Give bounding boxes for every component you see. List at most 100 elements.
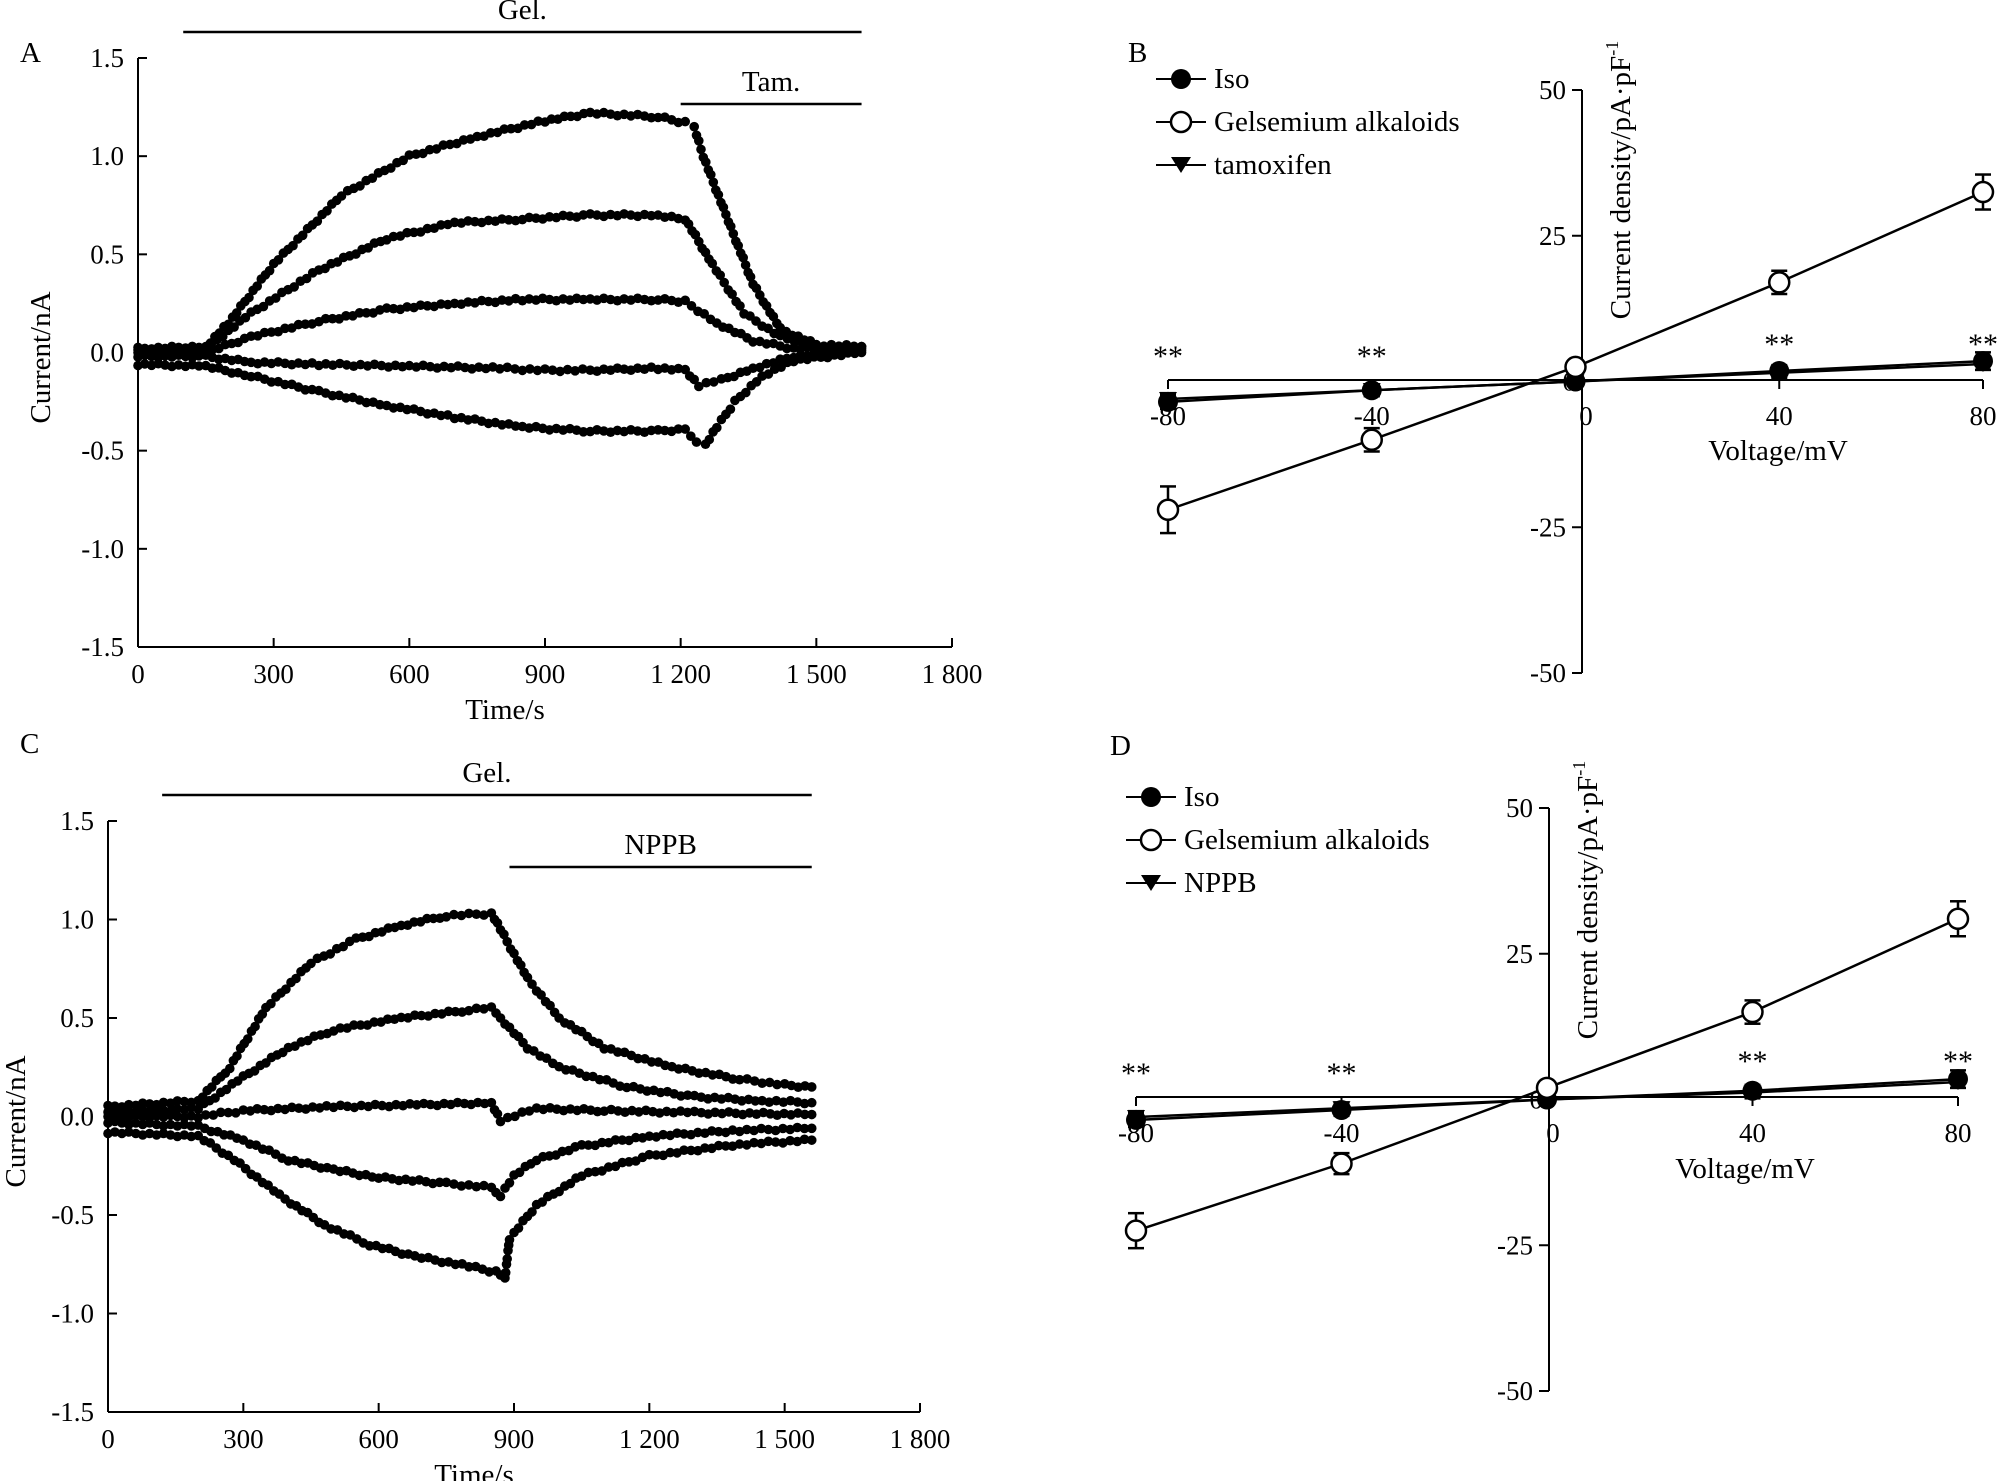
- trace-point: [158, 1097, 169, 1108]
- trace-point: [300, 319, 311, 330]
- trace-point: [502, 1254, 512, 1264]
- x-tick-label: 0: [131, 659, 145, 689]
- trace-point: [757, 1078, 767, 1088]
- trace-point: [545, 1000, 555, 1011]
- x-axis-label: Voltage/mV: [1675, 1153, 1815, 1185]
- trace-point: [742, 1074, 752, 1084]
- trace-point: [341, 311, 351, 321]
- trace-point: [281, 984, 291, 994]
- trace-point: [510, 1111, 520, 1122]
- x-tick-label: 1 500: [754, 1424, 815, 1454]
- trace-point: [243, 1034, 253, 1044]
- trace-point: [686, 301, 697, 311]
- y-axis-label: Current/nA: [25, 291, 57, 423]
- trace-point: [800, 1109, 810, 1120]
- trace-point: [386, 163, 396, 173]
- series-gelsemium-alkaloids: [1156, 173, 1995, 535]
- trace-point: [293, 319, 304, 330]
- trace-point: [525, 364, 535, 374]
- trace-point: [524, 1106, 535, 1116]
- panel-letter: D: [1110, 730, 1131, 762]
- trace-point: [229, 322, 239, 332]
- trace-point: [721, 209, 731, 220]
- trace-point: [436, 220, 446, 230]
- trace-point: [124, 1099, 134, 1110]
- x-tick-label: 600: [389, 659, 430, 689]
- trace-point: [741, 387, 751, 398]
- trace-point: [646, 1057, 657, 1067]
- y-axis-label: Current density/pA·pF-1: [1569, 761, 1604, 1039]
- trace-point: [297, 230, 308, 241]
- trace-point: [782, 334, 793, 344]
- series-gelsemium-alkaloids: [1124, 900, 1970, 1250]
- trace-series: [103, 1002, 817, 1118]
- x-tick-label: 900: [494, 1424, 535, 1454]
- trace-point: [449, 909, 459, 920]
- legend-label: Gelsemium alkaloids: [1184, 824, 1430, 856]
- trace-point: [443, 1006, 454, 1017]
- trace-point: [709, 377, 719, 387]
- trace-point: [581, 1071, 591, 1082]
- trace-point: [194, 361, 204, 371]
- trace-point: [471, 1003, 482, 1014]
- trace-point: [200, 1110, 211, 1120]
- panel-letter: C: [20, 728, 39, 760]
- trace-point: [179, 1096, 190, 1107]
- trace-point: [756, 1123, 766, 1134]
- trace-point: [740, 260, 751, 270]
- trace-point: [775, 330, 785, 341]
- legend-marker-open-circle: [1169, 110, 1193, 134]
- trace-point: [561, 1065, 571, 1075]
- trace-point: [216, 1107, 226, 1118]
- y-tick-label: 1.0: [60, 905, 94, 935]
- data-point-filled-circle: [1769, 361, 1790, 382]
- trace-point: [516, 960, 526, 970]
- trace-point: [402, 227, 412, 238]
- trace-point: [464, 1180, 474, 1190]
- significance-marker: **: [1357, 340, 1387, 373]
- trace-point: [701, 157, 711, 167]
- trace-point: [208, 1110, 219, 1120]
- series-line: [1167, 190, 1984, 511]
- trace-point: [715, 270, 725, 281]
- y-tick-label: -1.0: [51, 1299, 94, 1329]
- trace-point: [712, 422, 722, 433]
- y-tick-label: 0.0: [60, 1102, 94, 1132]
- trace-point: [322, 206, 332, 216]
- trace-point: [792, 1122, 803, 1133]
- trace-point: [502, 362, 513, 373]
- data-point-open-circle: [1741, 1000, 1764, 1024]
- trace-point: [218, 331, 228, 342]
- trace-point: [599, 1044, 609, 1054]
- trace-point: [691, 437, 702, 447]
- trace-point: [749, 1125, 759, 1136]
- trace-point: [809, 352, 819, 362]
- trace-point: [327, 313, 338, 324]
- trace-point: [382, 1014, 393, 1024]
- trace-point: [726, 221, 736, 232]
- trace-point: [519, 120, 530, 130]
- significance-marker: **: [1968, 328, 1998, 361]
- trace-point: [232, 1051, 242, 1061]
- trace-point: [377, 1100, 387, 1111]
- trace-point: [693, 1127, 703, 1138]
- data-point-open-circle: [1535, 1076, 1559, 1100]
- trace-point: [706, 169, 716, 180]
- x-tick-label: 80: [1945, 1118, 1972, 1148]
- trace-point: [734, 1139, 745, 1149]
- legend-label: Iso: [1214, 63, 1249, 95]
- trace-point: [734, 1126, 745, 1137]
- x-tick-label: 1 200: [619, 1424, 680, 1454]
- panel-a: A -1.5 -1.0 -0.5 0.0 0.5 1.0 1.5 0 300 600 900 1 200…: [20, 0, 982, 726]
- trace-point: [479, 1180, 489, 1191]
- trace-point: [696, 144, 706, 155]
- trace-point: [301, 273, 312, 284]
- trace-point: [335, 1023, 346, 1033]
- trace-point: [799, 1134, 810, 1145]
- trace-point: [680, 295, 690, 306]
- trace-point: [532, 365, 543, 376]
- trace-point: [259, 327, 270, 338]
- treatment-label: Gel.: [462, 757, 511, 789]
- trace-point: [479, 910, 489, 920]
- trace-point: [562, 364, 573, 375]
